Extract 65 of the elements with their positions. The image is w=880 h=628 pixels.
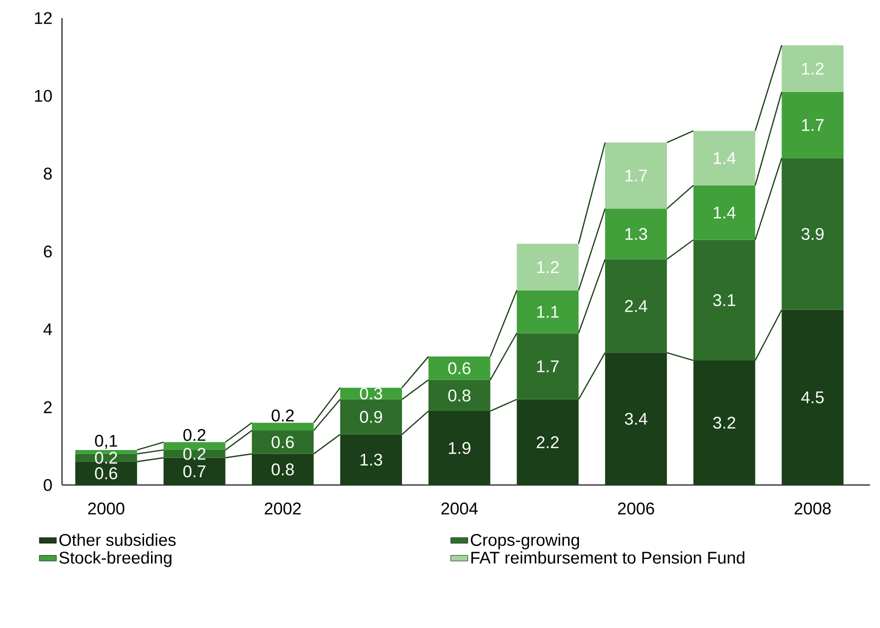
y-tick-label: 8: [44, 168, 52, 180]
data-label: 1.4: [714, 152, 736, 164]
bar: [605, 208, 667, 260]
y-tick-label: 6: [44, 245, 52, 258]
data-label: 0.2: [183, 448, 206, 460]
bar: [516, 333, 579, 400]
data-label: 0.2: [183, 428, 206, 441]
data-label: 0,1: [95, 434, 118, 449]
bar: [340, 388, 402, 400]
data-label: 0.7: [183, 465, 206, 478]
data-label: 1.7: [537, 360, 559, 372]
bar: [428, 380, 490, 412]
data-label: 0.2: [272, 410, 294, 422]
data-label: 0.8: [272, 463, 294, 476]
legend-label: Stock-breeding: [59, 551, 172, 568]
bar: [693, 240, 756, 360]
data-label: 3.1: [713, 294, 736, 306]
data-label: 0.3: [360, 388, 382, 400]
data-label: 1.1: [537, 306, 559, 318]
data-label: 0.6: [95, 467, 118, 480]
data-label: 0.6: [272, 436, 294, 448]
data-label: 2.2: [536, 436, 559, 448]
y-tick-label: 12: [34, 12, 52, 24]
x-tick-label: 2008: [794, 502, 831, 514]
bar: [252, 422, 314, 430]
data-label: 2.4: [625, 300, 648, 312]
bar: [782, 158, 844, 310]
bar: [782, 45, 844, 92]
data-label: 0.8: [448, 389, 470, 402]
bar: [428, 356, 490, 380]
data-label: 3.4: [624, 412, 648, 425]
data-label: 1.2: [802, 62, 824, 74]
data-label: 0.2: [95, 452, 118, 464]
data-label: 0.9: [360, 410, 382, 423]
x-tick-label: 2004: [441, 502, 478, 514]
data-label: 1.7: [802, 119, 824, 131]
bar: [605, 142, 667, 209]
data-label: 3.9: [801, 228, 824, 240]
data-label: 1.3: [360, 454, 382, 466]
bar: [252, 430, 314, 454]
bar: [605, 259, 667, 353]
bar: [516, 290, 579, 334]
y-tick-label: 10: [34, 90, 52, 102]
bar: [693, 130, 756, 186]
data-label: 1.4: [714, 206, 736, 218]
data-label: 4.5: [801, 392, 824, 404]
legend-label: FAT reimbursement to Pension Fund: [471, 551, 744, 564]
data-label: 1.2: [537, 261, 559, 273]
data-label: 1.9: [448, 442, 470, 454]
y-tick-label: 2: [44, 401, 52, 414]
bar: [782, 92, 844, 158]
bar: [516, 244, 579, 290]
y-tick-label: 4: [43, 323, 52, 336]
x-tick-label: 2006: [618, 502, 654, 514]
data-label: 3.2: [713, 416, 736, 429]
data-label: 1.7: [626, 170, 647, 182]
x-tick-label: 2002: [264, 502, 301, 514]
y-tick-label: 0: [44, 478, 52, 491]
bar: [693, 185, 756, 240]
data-label: 1.3: [626, 228, 648, 240]
legend-label: Other subsidies: [59, 534, 176, 546]
x-tick-label: 2000: [88, 502, 124, 514]
legend-label: Crops-growing: [470, 534, 579, 550]
data-label: 0.6: [448, 362, 470, 374]
bar: [340, 399, 402, 434]
